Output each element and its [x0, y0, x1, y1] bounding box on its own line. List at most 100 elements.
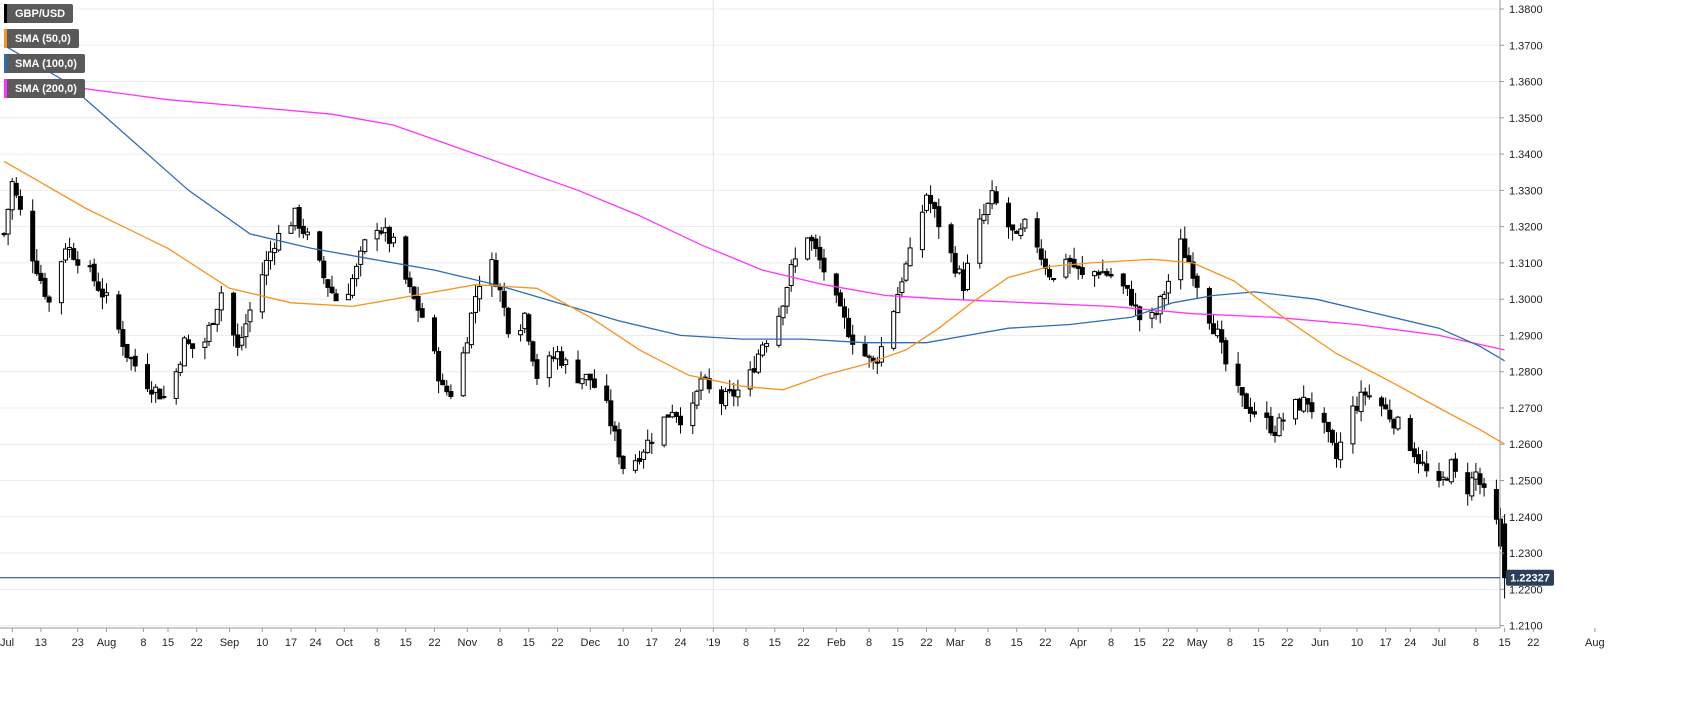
- candle-down: [95, 281, 101, 291]
- candle-up: [977, 218, 983, 264]
- legend-item-sma100[interactable]: SMA (100,0): [4, 54, 85, 73]
- candle-down: [821, 257, 827, 273]
- candle-up: [374, 229, 380, 240]
- candle-up: [1395, 416, 1401, 430]
- moving-averages: [3, 44, 1505, 445]
- candle-down: [928, 195, 934, 204]
- y-tick-label: 1.3300: [1509, 185, 1543, 197]
- candle-down: [948, 224, 954, 254]
- candle-down: [530, 341, 536, 362]
- candle-up: [878, 346, 884, 363]
- candle-down: [493, 259, 499, 287]
- candle-up: [1276, 417, 1282, 437]
- x-tick-label: 22: [1281, 637, 1293, 649]
- candle-down: [932, 202, 938, 209]
- x-tick-label: 10: [256, 637, 268, 649]
- candle-up: [735, 389, 741, 398]
- candle-up: [5, 208, 11, 235]
- candle-up: [1215, 328, 1221, 337]
- candle-down: [190, 343, 196, 349]
- candle-up: [1469, 477, 1475, 497]
- candle-down: [1067, 257, 1073, 262]
- candle-up: [788, 264, 794, 286]
- candle-up: [1165, 280, 1171, 294]
- candle-down: [731, 389, 737, 397]
- candle-down: [1416, 454, 1421, 465]
- candle-up: [784, 286, 790, 307]
- candle-up: [866, 355, 872, 358]
- candle-down: [1051, 277, 1057, 280]
- candle-down: [497, 286, 503, 291]
- candle-down: [649, 441, 655, 444]
- candle-up: [583, 373, 589, 381]
- candle-up: [173, 371, 179, 399]
- candle-up: [563, 359, 569, 366]
- grid: [0, 0, 1500, 628]
- candle-up: [63, 248, 68, 261]
- candle-down: [993, 191, 999, 204]
- y-tick-label: 1.2700: [1509, 403, 1543, 415]
- y-tick-label: 1.2200: [1509, 584, 1543, 596]
- candle-down: [960, 269, 966, 292]
- candle-up: [895, 293, 901, 314]
- candle-down: [501, 290, 507, 308]
- candle-down: [1075, 265, 1081, 270]
- candle-down: [46, 296, 52, 303]
- candle-up: [805, 237, 811, 260]
- candle-up: [1366, 395, 1372, 398]
- y-tick-label: 1.3600: [1509, 77, 1543, 89]
- candle-down: [300, 225, 306, 234]
- candle-down: [813, 238, 819, 250]
- candle-down: [403, 236, 409, 280]
- candle-up: [698, 378, 704, 391]
- candle-down: [620, 455, 626, 470]
- candle-up: [661, 416, 667, 446]
- candle-up: [760, 344, 765, 356]
- candle-down: [1247, 406, 1253, 414]
- legend-item-sma200[interactable]: SMA (200,0): [4, 79, 85, 98]
- candle-up: [989, 190, 995, 205]
- candle-down: [432, 317, 437, 352]
- x-tick-label: 22: [428, 637, 440, 649]
- x-tick-label: Jul: [1432, 637, 1446, 649]
- candle-down: [444, 385, 450, 393]
- candle-up: [468, 312, 474, 346]
- candle-down: [235, 334, 241, 348]
- candle-down: [534, 359, 540, 379]
- y-tick-label: 1.3000: [1509, 294, 1543, 306]
- x-tick-label: 22: [191, 637, 203, 649]
- candle-down: [436, 350, 442, 382]
- candle-up: [460, 352, 466, 397]
- x-tick-label: 15: [1011, 637, 1023, 649]
- legend-item-sma50[interactable]: SMA (50,0): [4, 29, 79, 48]
- candle-up: [292, 207, 298, 227]
- candle-down: [751, 368, 757, 373]
- legend-label-sma50: SMA (50,0): [15, 32, 71, 45]
- legend-label-sma200: SMA (200,0): [15, 82, 77, 95]
- candle-down: [75, 259, 81, 266]
- candle-up: [792, 258, 798, 267]
- candle-down: [673, 412, 679, 418]
- x-tick-label: 22: [1527, 637, 1539, 649]
- y-tick-label: 1.2400: [1509, 512, 1543, 524]
- candle-down: [1079, 267, 1085, 275]
- candle-down: [637, 458, 642, 462]
- candle-down: [1264, 412, 1270, 418]
- current-price-tag: [1506, 569, 1554, 586]
- candle-down: [1129, 288, 1134, 306]
- x-tick-label: 13: [35, 637, 47, 649]
- candle-up: [907, 247, 913, 267]
- candle-down: [149, 389, 155, 395]
- candle-up: [247, 309, 253, 323]
- candle-up: [354, 265, 360, 280]
- candle-down: [132, 355, 138, 367]
- x-tick-label: 15: [1252, 637, 1264, 649]
- candle-down: [1153, 313, 1159, 316]
- legend-item-gbpusd[interactable]: GBP/USD: [4, 4, 74, 23]
- candle-down: [17, 196, 23, 210]
- candle-up: [87, 265, 93, 268]
- candle-up: [218, 292, 224, 311]
- candle-down: [1190, 261, 1196, 279]
- x-tick-label: Aug: [1585, 637, 1605, 649]
